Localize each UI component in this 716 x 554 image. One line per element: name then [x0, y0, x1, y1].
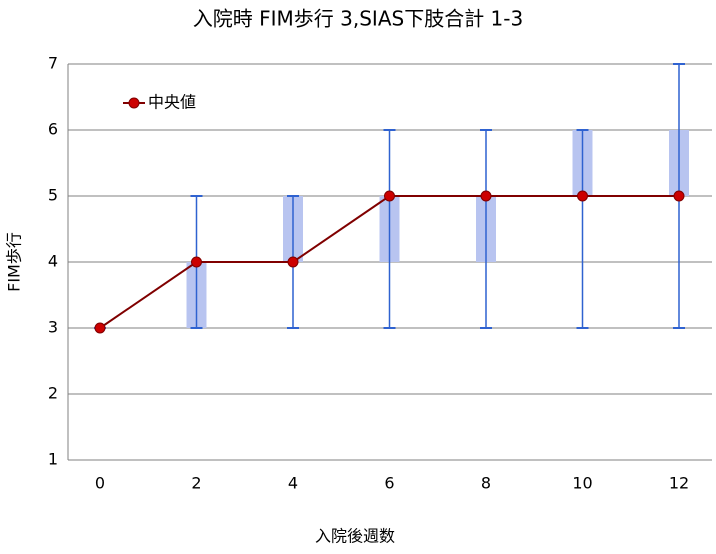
median-marker — [384, 190, 395, 202]
y-tick-label: 3 — [48, 318, 58, 337]
y-axis-label: FIM歩行 — [5, 232, 24, 292]
median-marker — [94, 322, 106, 334]
x-tick-label: 12 — [669, 474, 689, 493]
y-tick-label: 7 — [48, 54, 58, 73]
y-tick-label: 4 — [48, 252, 58, 271]
y-tick-label: 1 — [48, 450, 58, 469]
x-tick-label: 10 — [572, 474, 592, 493]
y-tick-label: 6 — [48, 120, 58, 139]
median-marker — [287, 256, 299, 268]
median-marker — [577, 190, 588, 202]
x-tick-label: 2 — [191, 474, 201, 493]
median-marker — [673, 190, 685, 202]
x-axis-label: 入院後週数 — [315, 527, 395, 546]
median-marker — [480, 190, 492, 202]
median-marker — [191, 256, 202, 268]
y-tick-label: 2 — [48, 384, 58, 403]
chart-title: 入院時 FIM歩行 3,SIAS下肢合計 1-3 — [193, 7, 523, 31]
legend-marker — [128, 97, 140, 109]
x-tick-label: 8 — [481, 474, 491, 493]
x-tick-label: 0 — [95, 474, 105, 493]
x-tick-label: 6 — [384, 474, 394, 493]
y-tick-label: 5 — [48, 186, 58, 205]
legend-label: 中央値 — [148, 93, 196, 112]
x-tick-label: 4 — [288, 474, 298, 493]
